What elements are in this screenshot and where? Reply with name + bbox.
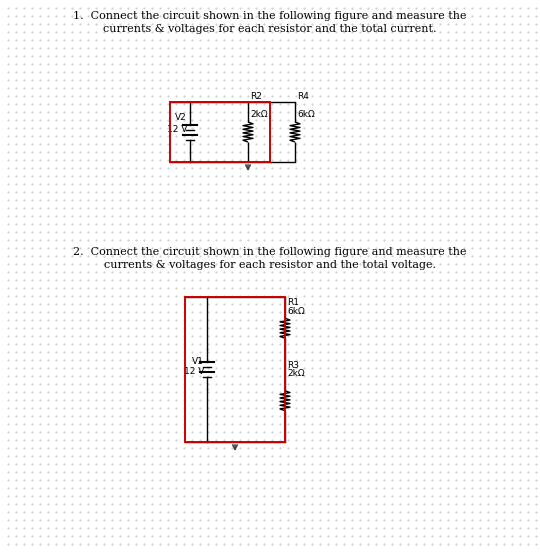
Text: V2: V2 — [176, 114, 187, 123]
Text: currents & voltages for each resistor and the total voltage.: currents & voltages for each resistor an… — [104, 260, 436, 270]
Text: 6kΩ: 6kΩ — [297, 110, 315, 119]
Text: R1: R1 — [287, 298, 299, 307]
Text: 12 V: 12 V — [167, 125, 187, 134]
Text: 2kΩ: 2kΩ — [287, 369, 305, 379]
Bar — [185, 297, 285, 442]
Text: currents & voltages for each resistor and the total current.: currents & voltages for each resistor an… — [103, 24, 437, 34]
Text: 2.  Connect the circuit shown in the following figure and measure the: 2. Connect the circuit shown in the foll… — [73, 247, 467, 257]
Text: 6kΩ: 6kΩ — [287, 307, 305, 316]
Text: R2: R2 — [250, 92, 262, 101]
Text: V1: V1 — [192, 357, 204, 365]
Text: 2kΩ: 2kΩ — [250, 110, 268, 119]
Bar — [170, 102, 270, 162]
Text: 12 V: 12 V — [184, 367, 204, 375]
Text: 1.  Connect the circuit shown in the following figure and measure the: 1. Connect the circuit shown in the foll… — [73, 11, 467, 21]
Text: R3: R3 — [287, 360, 299, 369]
Text: R4: R4 — [297, 92, 309, 101]
